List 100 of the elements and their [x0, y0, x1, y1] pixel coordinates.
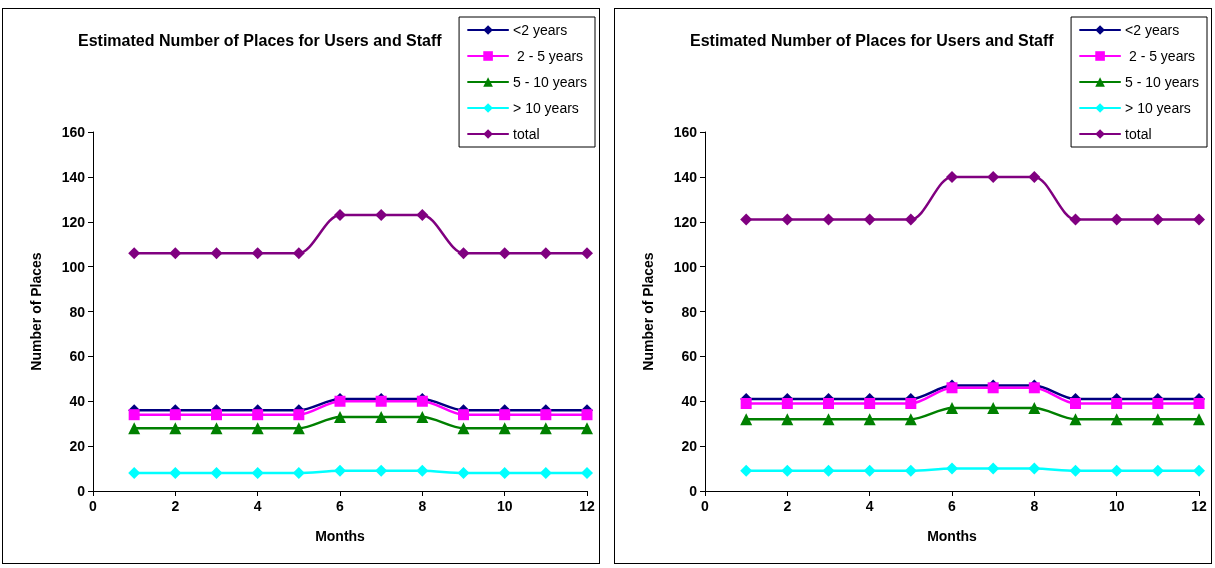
point	[1028, 170, 1041, 183]
y-tick-label: 140	[61, 168, 86, 185]
point	[581, 409, 593, 421]
legend-label: total	[1125, 126, 1152, 142]
legend-label: <2 years	[1125, 22, 1180, 38]
point	[1111, 397, 1123, 409]
point	[416, 209, 429, 222]
legend-label: 2 - 5 years	[1125, 48, 1196, 64]
point	[458, 409, 469, 421]
point	[740, 464, 753, 477]
x-axis-title: Months	[315, 528, 366, 544]
y-tick-label: 40	[69, 393, 86, 410]
legend-label: > 10 years	[1125, 100, 1191, 116]
x-tick-label: 6	[336, 498, 345, 514]
point	[251, 247, 264, 260]
point	[822, 464, 835, 477]
y-tick-label: 80	[69, 303, 86, 320]
point	[581, 247, 593, 260]
point	[1069, 413, 1082, 426]
point	[293, 409, 305, 421]
point	[822, 213, 835, 226]
point	[499, 409, 511, 421]
point	[1069, 464, 1082, 477]
point	[251, 467, 264, 480]
legend-label: 5 - 10 years	[513, 74, 588, 90]
point	[251, 422, 264, 435]
point	[1028, 401, 1041, 414]
chart-title: Estimated Number of Places for Users and Staff	[78, 31, 443, 49]
point	[498, 467, 511, 480]
point	[781, 413, 794, 426]
y-tick-label: 140	[673, 168, 698, 185]
point	[1070, 397, 1081, 409]
point	[169, 247, 182, 260]
point	[905, 397, 917, 409]
point	[457, 422, 470, 435]
y-tick-label: 0	[77, 483, 86, 499]
point	[1193, 213, 1205, 226]
point	[375, 464, 388, 477]
y-tick-label: 80	[681, 303, 698, 320]
point	[946, 462, 958, 475]
point	[740, 213, 753, 226]
y-tick-label: 120	[673, 213, 698, 230]
y-tick-label: 100	[673, 258, 698, 275]
point	[457, 247, 470, 260]
y-tick-label: 60	[681, 348, 698, 365]
y-tick-label: 100	[61, 258, 86, 275]
point	[823, 397, 834, 409]
point	[1193, 397, 1205, 409]
point	[539, 422, 552, 435]
point	[863, 413, 876, 426]
legend-label: <2 years	[513, 22, 568, 38]
x-tick-label: 0	[701, 498, 710, 514]
point	[822, 413, 835, 426]
y-axis-title: Number of Places	[28, 252, 44, 371]
x-tick-label: 10	[1108, 498, 1125, 514]
point	[781, 464, 794, 477]
x-tick-label: 8	[418, 498, 427, 514]
point	[581, 467, 593, 480]
point	[740, 397, 752, 409]
point	[169, 409, 181, 421]
y-tick-label: 0	[689, 483, 698, 499]
point	[334, 464, 346, 477]
point	[1110, 413, 1123, 426]
point	[1110, 464, 1123, 477]
point	[781, 397, 793, 409]
point	[210, 247, 223, 260]
point	[581, 422, 593, 435]
point	[539, 247, 552, 260]
point	[987, 401, 1000, 414]
legend-label: > 10 years	[513, 100, 579, 116]
point	[1193, 413, 1205, 426]
x-tick-label: 6	[948, 498, 957, 514]
point	[252, 409, 264, 421]
point	[210, 422, 223, 435]
point	[1069, 213, 1082, 226]
y-tick-label: 20	[69, 438, 86, 455]
x-tick-label: 2	[783, 498, 792, 514]
point	[416, 464, 429, 477]
x-tick-label: 0	[89, 498, 98, 514]
point	[781, 213, 794, 226]
point	[1028, 462, 1041, 475]
point	[863, 213, 876, 226]
legend-label: 5 - 10 years	[1125, 74, 1200, 90]
x-tick-label: 12	[1191, 498, 1207, 514]
point	[1193, 464, 1205, 477]
point	[1110, 213, 1123, 226]
point	[1152, 397, 1164, 409]
point	[1151, 213, 1164, 226]
point	[211, 409, 222, 421]
point	[292, 422, 305, 435]
y-axis-title: Number of Places	[640, 252, 656, 371]
point	[498, 247, 511, 260]
y-tick-label: 160	[61, 124, 86, 140]
point	[128, 247, 141, 260]
point	[334, 209, 346, 222]
point	[169, 467, 182, 480]
point	[169, 422, 182, 435]
point	[128, 422, 141, 435]
y-tick-label: 60	[69, 348, 86, 365]
point	[904, 213, 917, 226]
